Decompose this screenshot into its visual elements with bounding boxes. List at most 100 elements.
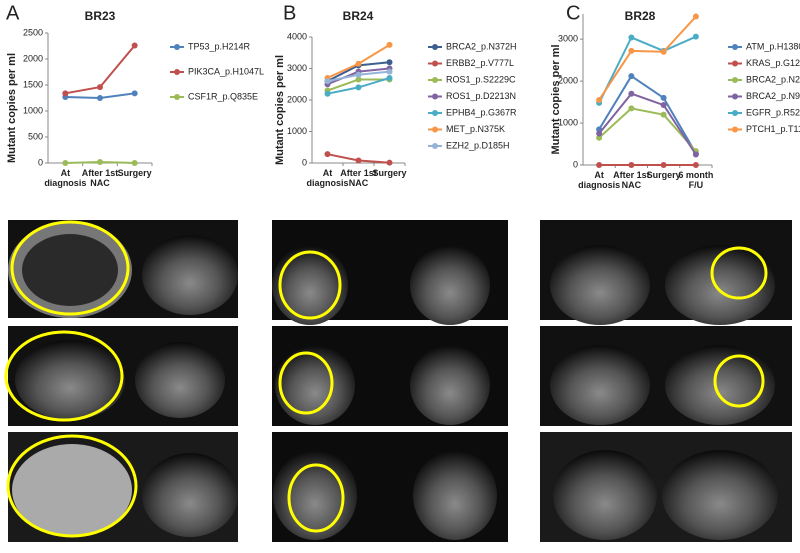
mri-images	[4, 220, 792, 542]
x-tick-label: Surgery	[117, 168, 152, 178]
data-point	[628, 47, 635, 54]
data-point	[97, 84, 103, 91]
data-point	[596, 96, 603, 103]
data-point	[628, 105, 635, 112]
data-point	[131, 42, 138, 49]
data-point	[355, 84, 362, 91]
legend-marker	[732, 60, 738, 67]
legend-marker	[432, 93, 438, 100]
data-point	[324, 78, 331, 85]
legend-label: BRCA2_p.N991D	[746, 91, 800, 101]
y-tick-label: 2000	[23, 53, 43, 63]
data-point	[386, 74, 393, 81]
legend-label: EZH2_p.D185H	[446, 140, 510, 150]
y-tick-label: 0	[573, 159, 578, 169]
data-point	[692, 33, 699, 40]
data-point	[97, 95, 103, 101]
legend-marker	[432, 44, 438, 50]
series-line	[598, 15, 697, 101]
legend-marker	[174, 69, 180, 75]
x-tick-label: 6 month F/U	[678, 170, 714, 190]
y-tick-label: 0	[302, 157, 307, 167]
panel-label: B	[283, 2, 296, 24]
data-point	[692, 162, 699, 168]
y-tick-label: 1000	[558, 117, 578, 127]
legend-marker	[732, 93, 738, 100]
legend-marker	[732, 126, 738, 133]
y-tick-label: 2000	[287, 94, 307, 104]
data-point	[355, 60, 362, 67]
legend-label: BRCA2_p.N372H	[446, 41, 517, 51]
legend-label: PTCH1_p.T1195S	[746, 124, 800, 134]
legend-label: MET_p.N375K	[446, 124, 505, 134]
data-point	[628, 162, 635, 168]
y-axis-label: Mutant copies per ml	[550, 44, 562, 154]
legend-label: ROS1_p.D2213N	[446, 91, 516, 101]
legend-marker	[732, 44, 738, 50]
legend-label: EPHB4_p.G367R	[446, 107, 517, 117]
data-point	[660, 111, 667, 118]
y-tick-label: 3000	[558, 34, 578, 44]
legend-label: PIK3CA_p.H1047L	[188, 66, 264, 76]
data-point	[355, 157, 362, 164]
y-tick-label: 4000	[287, 31, 307, 41]
x-tick-label: At diagnosis	[306, 168, 349, 188]
legend-label: ROS1_p.S2229C	[446, 74, 516, 84]
data-point	[386, 68, 393, 75]
legend-label: BRCA2_p.N289H	[746, 74, 800, 84]
data-point	[131, 90, 138, 97]
legend-label: EGFR_p.R521K	[746, 107, 800, 117]
x-tick-label: Surgery	[372, 168, 407, 178]
legend-label: TP53_p.H214R	[188, 41, 251, 51]
x-tick-label: At diagnosis	[578, 170, 621, 190]
x-tick-label: After 1st NAC	[340, 168, 377, 188]
data-point	[660, 94, 667, 101]
chart-title: BR24	[343, 9, 374, 23]
data-point	[97, 158, 103, 165]
y-tick-label: 1500	[23, 79, 43, 89]
y-tick-label: 2500	[23, 27, 43, 37]
data-point	[324, 151, 331, 158]
legend-marker	[432, 143, 438, 149]
y-tick-label: 0	[38, 157, 43, 167]
chart-title: BR23	[85, 9, 116, 23]
legend-marker	[732, 77, 738, 83]
data-point	[596, 134, 603, 141]
series-line	[598, 107, 697, 152]
legend-marker	[432, 126, 438, 133]
y-axis-label: Mutant copies per ml	[6, 53, 18, 163]
data-point	[596, 162, 603, 168]
series-line	[598, 35, 697, 104]
panel-label: C	[566, 2, 580, 24]
data-point	[692, 13, 699, 20]
x-tick-label: At diagnosis	[44, 168, 87, 188]
y-tick-label: 1000	[287, 126, 307, 136]
data-point	[355, 71, 362, 78]
data-point	[628, 73, 635, 80]
y-tick-label: 1000	[23, 105, 43, 115]
legend-marker	[174, 94, 180, 100]
data-point	[628, 90, 635, 97]
legend-marker	[174, 44, 180, 50]
data-point	[62, 90, 69, 97]
legend-label: ATM_p.H1380Y	[746, 41, 800, 51]
data-point	[386, 159, 393, 166]
y-tick-label: 500	[28, 131, 43, 141]
legend-marker	[432, 60, 438, 67]
legend-marker	[432, 110, 438, 116]
data-point	[62, 160, 69, 166]
data-point	[660, 102, 667, 109]
data-point	[628, 34, 635, 41]
legend-marker	[432, 77, 438, 83]
panel-label: A	[6, 2, 20, 24]
data-point	[131, 160, 138, 166]
legend-label: KRAS_p.G12V	[746, 58, 800, 68]
legend-label: CSF1R_p.Q835E	[188, 91, 258, 101]
data-point	[660, 162, 667, 168]
series-line	[598, 74, 697, 154]
series-line	[598, 92, 697, 156]
data-point	[324, 90, 331, 97]
data-point	[596, 130, 603, 137]
